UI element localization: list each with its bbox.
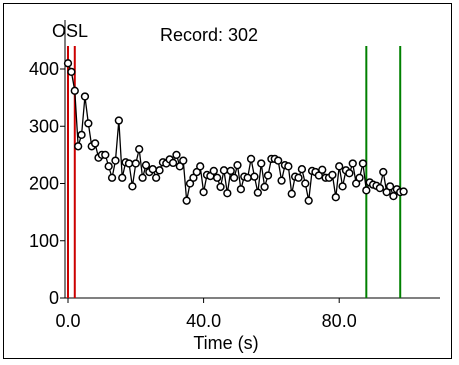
y-tick-label: 300 xyxy=(29,116,59,136)
data-point xyxy=(360,160,367,167)
data-point xyxy=(390,193,397,200)
data-point xyxy=(156,167,163,174)
data-point xyxy=(183,197,190,204)
x-tick-label: 80.0 xyxy=(322,311,357,331)
chart-subtitle: Record: 302 xyxy=(160,25,258,45)
data-point xyxy=(231,174,238,181)
data-point xyxy=(200,189,207,196)
data-point xyxy=(329,172,336,179)
data-point xyxy=(356,174,363,181)
data-point xyxy=(380,169,387,176)
data-point xyxy=(82,93,89,100)
data-point xyxy=(387,183,394,190)
data-point xyxy=(224,190,231,197)
data-point xyxy=(139,174,146,181)
data-point xyxy=(363,187,370,194)
data-point xyxy=(302,180,309,187)
data-point xyxy=(332,194,339,201)
data-point xyxy=(295,174,302,181)
data-point xyxy=(71,87,78,94)
data-point xyxy=(261,184,268,191)
y-tick-label: 400 xyxy=(29,59,59,79)
data-point xyxy=(78,131,85,138)
data-point xyxy=(115,117,122,124)
data-point xyxy=(180,157,187,164)
data-series xyxy=(65,60,407,204)
data-point xyxy=(68,68,75,75)
data-point xyxy=(278,177,285,184)
data-point xyxy=(109,174,116,181)
data-point xyxy=(305,197,312,204)
data-point xyxy=(275,157,282,164)
data-point xyxy=(173,151,180,158)
data-point xyxy=(346,170,353,177)
data-point xyxy=(136,146,143,153)
data-point xyxy=(129,183,136,190)
data-point xyxy=(376,185,383,192)
data-point xyxy=(251,173,258,180)
data-point xyxy=(217,184,224,191)
data-point xyxy=(102,151,109,158)
y-tick-label: 200 xyxy=(29,174,59,194)
data-point xyxy=(170,159,177,166)
data-point xyxy=(336,163,343,170)
data-point xyxy=(234,162,241,169)
data-point xyxy=(248,155,255,162)
chart-title: OSL xyxy=(52,21,88,41)
x-tick-label: 40.0 xyxy=(186,311,221,331)
data-point xyxy=(254,189,261,196)
data-point xyxy=(112,157,119,164)
data-point xyxy=(126,160,133,167)
data-point xyxy=(237,186,244,193)
x-axis-label: Time (s) xyxy=(193,333,258,353)
data-point xyxy=(288,190,295,197)
data-point xyxy=(319,166,326,173)
data-point xyxy=(285,163,292,170)
data-point xyxy=(265,172,272,179)
data-point xyxy=(221,167,228,174)
y-tick-label: 100 xyxy=(29,231,59,251)
data-point xyxy=(143,162,150,169)
data-point xyxy=(153,174,160,181)
data-point xyxy=(210,168,217,175)
data-point xyxy=(132,160,139,167)
data-point xyxy=(244,174,251,181)
data-point xyxy=(258,160,265,167)
data-point xyxy=(227,168,234,175)
data-point xyxy=(119,174,126,181)
data-point xyxy=(105,163,112,170)
x-tick-label: 0.0 xyxy=(55,311,80,331)
data-point xyxy=(65,60,72,67)
y-tick-label: 0 xyxy=(49,288,59,308)
data-point xyxy=(92,140,99,147)
data-point xyxy=(400,188,407,195)
data-point xyxy=(299,166,306,173)
data-point xyxy=(149,166,156,173)
data-point xyxy=(349,160,356,167)
data-point xyxy=(85,120,92,127)
data-point xyxy=(197,163,204,170)
data-point xyxy=(214,174,221,181)
data-point xyxy=(339,183,346,190)
data-point xyxy=(75,143,82,150)
